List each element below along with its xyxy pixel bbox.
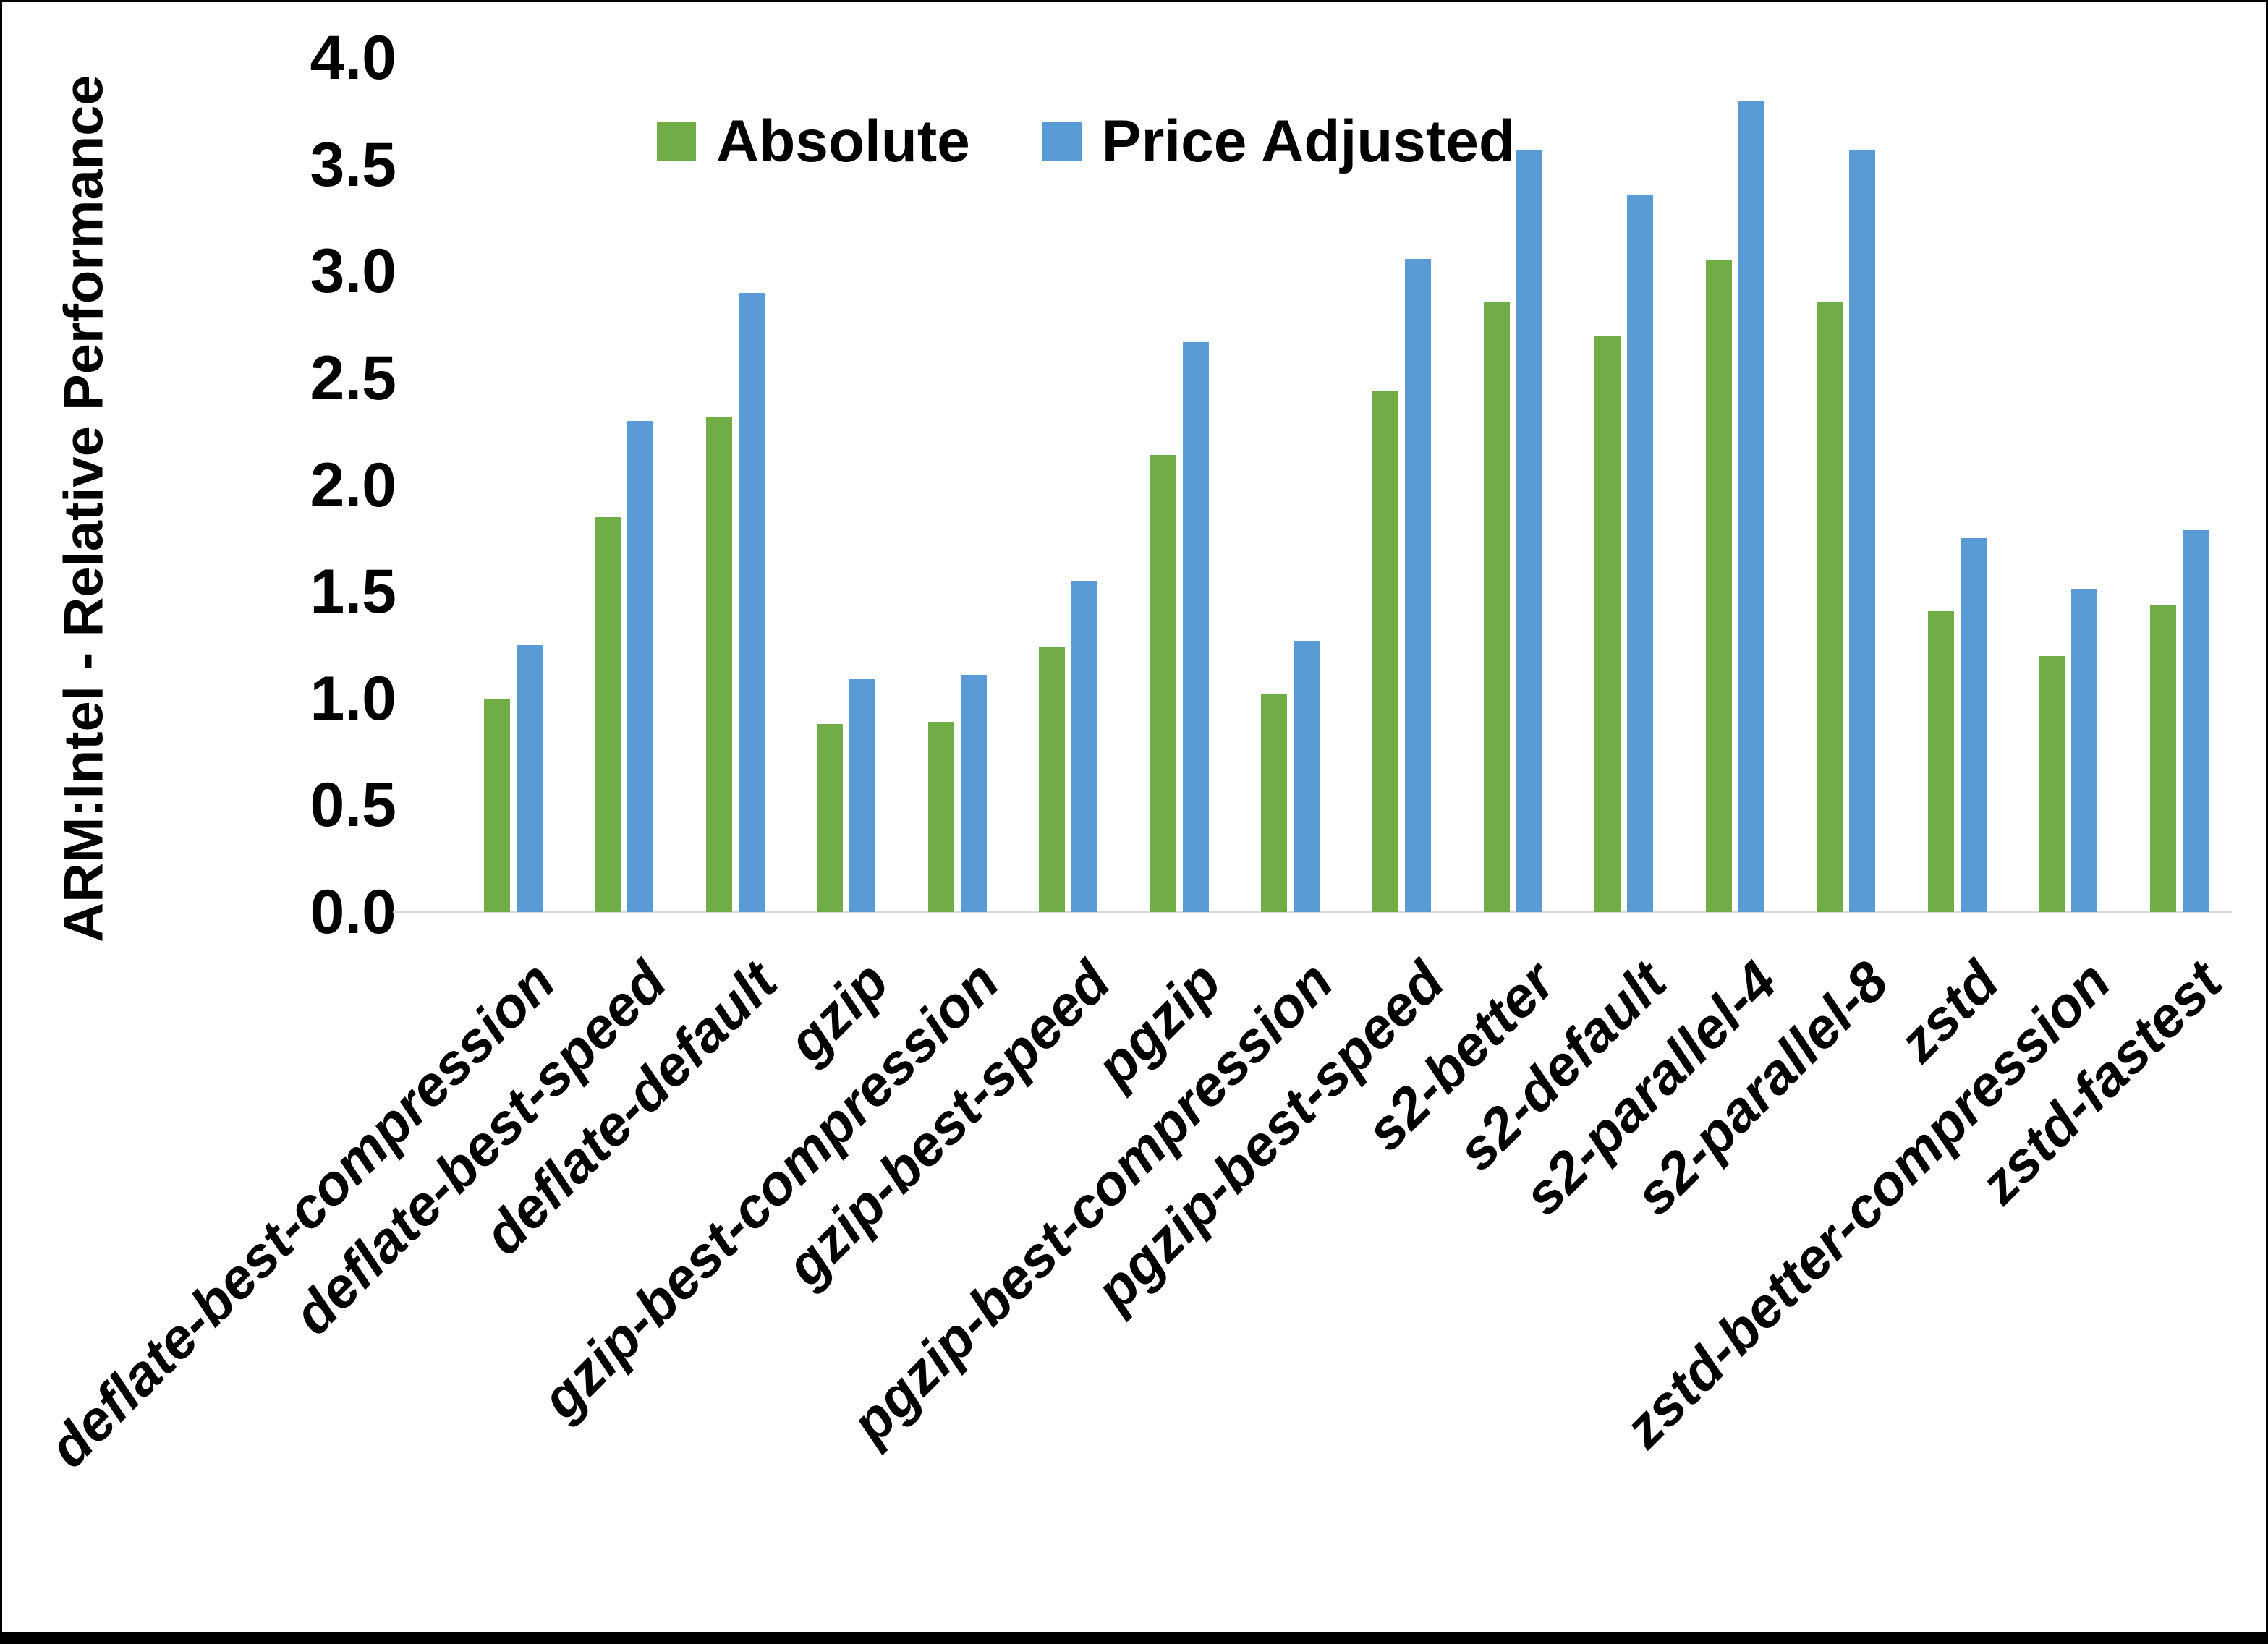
bar-price-adjusted-zstd-better-compression <box>2071 589 2097 912</box>
y-axis-title: ARM:Intel - Relative Performance <box>53 74 115 942</box>
bar-price-adjusted-pgzip <box>1183 342 1209 912</box>
bar-price-adjusted-pgzip-best-compression <box>1294 641 1320 912</box>
bar-absolute-s2-parallel-8 <box>1817 302 1843 912</box>
legend: Absolute Price Adjusted <box>657 112 1515 171</box>
y-tick-label: 3.0 <box>310 237 396 307</box>
bar-absolute-pgzip <box>1150 455 1176 912</box>
bar-price-adjusted-zstd <box>1961 538 1987 912</box>
y-tick-label: 3.5 <box>310 129 396 200</box>
bar-price-adjusted-gzip-best-compression <box>961 675 987 912</box>
bar-price-adjusted-s2-default <box>1627 195 1653 912</box>
bar-absolute-pgzip-best-compression <box>1261 694 1287 912</box>
bar-absolute-zstd-better-compression <box>2039 656 2065 912</box>
x-axis-line <box>393 911 2232 913</box>
y-tick-label: 1.0 <box>310 663 396 733</box>
bar-price-adjusted-s2-parallel-8 <box>1849 150 1875 912</box>
bar-absolute-zstd-fastest <box>2150 605 2176 912</box>
legend-swatch-price-adjusted-icon <box>1042 122 1082 161</box>
bar-absolute-deflate-default <box>706 417 732 912</box>
y-tick-label: 0.0 <box>310 877 396 947</box>
bar-price-adjusted-deflate-best-speed <box>627 421 653 912</box>
legend-label-absolute: Absolute <box>716 108 970 174</box>
bar-price-adjusted-s2-better <box>1516 150 1542 912</box>
legend-entry-price-adjusted: Price Adjusted <box>1042 112 1515 171</box>
legend-swatch-absolute-icon <box>657 122 696 161</box>
y-tick-label: 0.5 <box>310 770 396 840</box>
bar-absolute-zstd <box>1928 611 1954 912</box>
bottom-border <box>2 1632 2266 1642</box>
bar-absolute-deflate-best-compression <box>484 699 510 912</box>
y-tick-label: 2.5 <box>310 343 396 413</box>
bar-price-adjusted-s2-parallel-4 <box>1738 101 1764 912</box>
y-tick-label: 1.5 <box>310 557 396 627</box>
y-tick-label: 2.0 <box>310 450 396 520</box>
bar-absolute-gzip-best-compression <box>928 722 954 912</box>
y-tick-label: 4.0 <box>310 23 396 93</box>
bar-price-adjusted-gzip-best-speed <box>1071 581 1097 912</box>
legend-label-price-adjusted: Price Adjusted <box>1101 108 1515 174</box>
legend-entry-absolute: Absolute <box>657 112 970 171</box>
bar-absolute-s2-default <box>1594 336 1621 912</box>
bar-price-adjusted-gzip <box>849 679 875 912</box>
bar-absolute-pgzip-best-speed <box>1372 391 1398 912</box>
bar-absolute-s2-better <box>1484 302 1510 912</box>
bar-price-adjusted-zstd-fastest <box>2183 530 2209 912</box>
bar-absolute-gzip <box>817 724 843 912</box>
bar-price-adjusted-deflate-default <box>739 293 765 912</box>
bar-absolute-s2-parallel-4 <box>1706 260 1732 912</box>
bar-price-adjusted-pgzip-best-speed <box>1405 259 1431 912</box>
bar-absolute-deflate-best-speed <box>595 517 621 912</box>
bar-absolute-gzip-best-speed <box>1039 647 1065 912</box>
bar-price-adjusted-deflate-best-compression <box>517 645 543 912</box>
